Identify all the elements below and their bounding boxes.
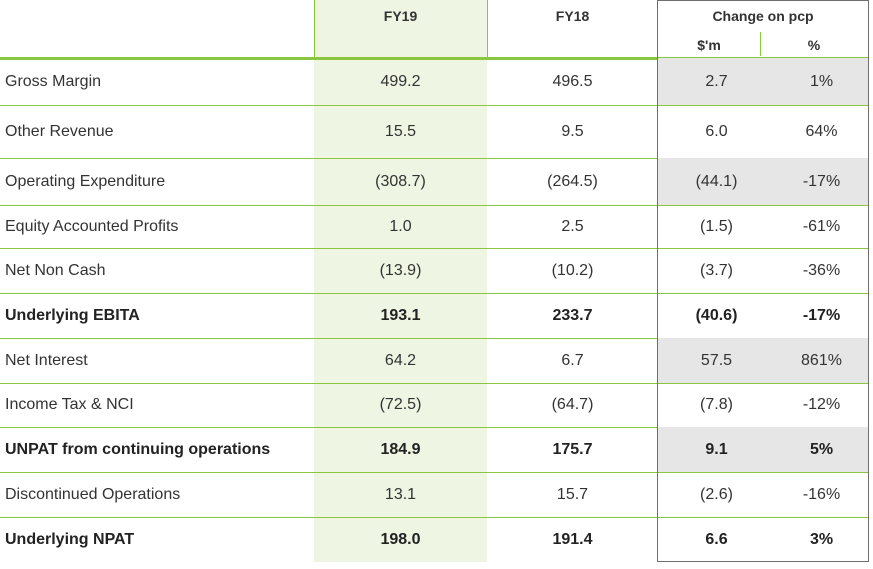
row-fy19-value: 15.5 xyxy=(384,122,417,140)
row-label: Net Interest xyxy=(5,351,88,369)
row-change-dollars: (1.5) xyxy=(700,217,733,235)
row-fy19-value: 198.0 xyxy=(380,530,421,548)
row-change-percent: -12% xyxy=(802,396,841,413)
row-label: Underlying NPAT xyxy=(5,530,135,548)
row-fy18-value: 6.7 xyxy=(561,351,584,369)
row-change-dollars: (40.6) xyxy=(695,306,738,324)
row-fy18-value: 175.7 xyxy=(552,440,593,458)
row-divider xyxy=(0,427,868,428)
row-change-percent: -16% xyxy=(802,485,841,503)
row-fy19-value: 1.0 xyxy=(389,217,412,235)
row-change-dollars: (3.7) xyxy=(700,261,733,279)
header-divider-1 xyxy=(314,0,315,58)
header-change-percent: % xyxy=(807,37,821,53)
row-change-dollars: (2.6) xyxy=(700,485,733,503)
row-fy18-value: 15.7 xyxy=(556,485,589,503)
row-divider xyxy=(0,517,868,518)
row-divider xyxy=(0,105,868,106)
row-change-dollars: 2.7 xyxy=(658,58,775,105)
row-fy18-value: 496.5 xyxy=(552,72,593,90)
header-fy18: FY18 xyxy=(555,8,590,24)
header-fy19: FY19 xyxy=(383,8,418,24)
row-change-percent: 64% xyxy=(805,122,838,140)
header-change-on-pcp: Change on pcp xyxy=(712,8,814,24)
row-fy18-value: 9.5 xyxy=(561,122,584,140)
row-change-dollars: 6.6 xyxy=(705,530,728,548)
row-divider xyxy=(0,293,868,294)
row-label: Underlying EBITA xyxy=(5,306,140,324)
row-change-percent: -36% xyxy=(802,261,841,279)
row-change-dollars: (7.8) xyxy=(700,396,733,413)
row-fy19-value: (72.5) xyxy=(379,396,422,413)
row-divider xyxy=(0,205,868,206)
row-change-dollars: 6.0 xyxy=(705,122,728,140)
row-label: Discontinued Operations xyxy=(5,485,181,503)
row-fy19-value: (308.7) xyxy=(375,172,426,190)
row-change-percent: -17% xyxy=(775,158,868,205)
row-change-percent: 3% xyxy=(809,530,834,548)
row-fy19-value: 64.2 xyxy=(384,351,417,369)
row-change-percent: 5% xyxy=(775,427,868,472)
row-divider xyxy=(0,383,868,384)
row-fy19-value: (13.9) xyxy=(379,261,422,279)
row-change-dollars: (44.1) xyxy=(658,158,775,205)
row-change-percent: 1% xyxy=(775,58,868,105)
fy19-column-shading xyxy=(314,0,487,562)
row-divider xyxy=(0,158,868,159)
row-label: Gross Margin xyxy=(5,72,102,90)
row-change-percent: -17% xyxy=(802,306,841,324)
row-label: Operating Expenditure xyxy=(5,172,166,190)
row-fy19-value: 13.1 xyxy=(384,485,417,503)
row-change-percent: -61% xyxy=(802,217,841,235)
row-fy18-value: 191.4 xyxy=(552,530,593,548)
row-label: Equity Accounted Profits xyxy=(5,217,179,235)
row-divider xyxy=(0,338,868,339)
row-label: Other Revenue xyxy=(5,122,114,140)
row-change-dollars: 9.1 xyxy=(658,427,775,472)
row-change-dollars: 57.5 xyxy=(658,338,775,383)
row-fy18-value: (64.7) xyxy=(551,396,594,413)
header-divider-2 xyxy=(487,0,488,58)
row-fy19-value: 499.2 xyxy=(380,72,421,90)
row-label: UNPAT from continuing operations xyxy=(5,440,271,458)
row-fy18-value: (10.2) xyxy=(551,261,594,279)
header-change-dollars: $'m xyxy=(697,37,721,53)
row-divider xyxy=(0,472,868,473)
row-divider xyxy=(0,248,868,249)
header-divider-3 xyxy=(760,32,761,56)
row-fy18-value: (264.5) xyxy=(547,172,598,190)
row-label: Income Tax & NCI xyxy=(5,396,134,413)
row-fy19-value: 184.9 xyxy=(380,440,421,458)
row-fy19-value: 193.1 xyxy=(380,306,421,324)
header-bottom-rule xyxy=(0,57,868,60)
row-change-percent: 861% xyxy=(775,338,868,383)
row-fy18-value: 233.7 xyxy=(552,306,593,324)
row-fy18-value: 2.5 xyxy=(561,217,584,235)
row-label: Net Non Cash xyxy=(5,261,106,279)
